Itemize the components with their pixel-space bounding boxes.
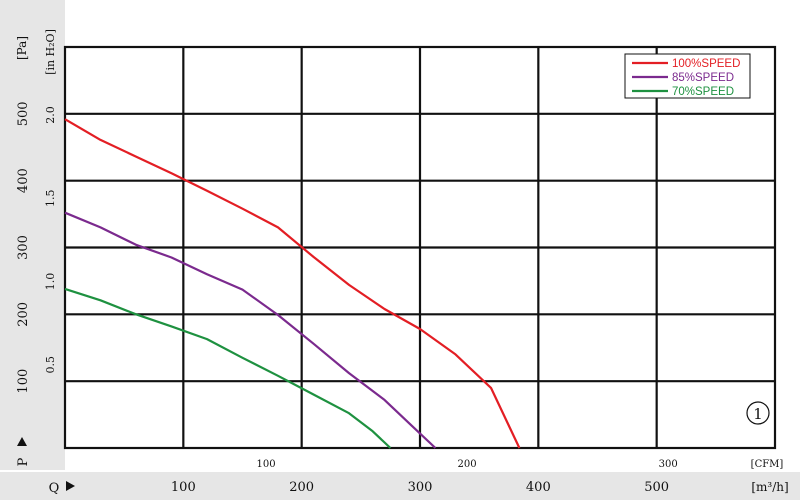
series-line [64,287,392,449]
pa-axis-label: [Pa] [15,36,29,60]
inh2o-ticks: 0.5 1.0 1.5 2.0 [44,106,57,373]
m3h-ticks: 100 200 300 400 500 [171,480,669,495]
cfm-tick-label: 100 [257,459,276,470]
bottom-axis-band [0,472,800,500]
m3h-tick-label: 500 [644,480,669,495]
q-axis-arrow-icon [66,481,75,491]
cfm-axis-label: [CFM] [751,459,784,470]
pa-tick-label: 300 [16,235,31,260]
inh2o-tick-label: 1.5 [44,190,57,208]
pa-tick-label: 400 [16,168,31,193]
pa-tick-label: 200 [16,302,31,327]
legend-entry: 70%SPEED [672,86,734,98]
p-axis-symbol: P [16,457,31,466]
legend: 100%SPEED 85%SPEED 70%SPEED [624,53,751,99]
inh2o-tick-label: 2.0 [44,106,57,124]
series-line [64,211,437,449]
pa-tick-label: 500 [16,101,31,126]
m3h-tick-label: 200 [289,480,314,495]
p-axis-arrow-icon [17,437,27,446]
inh2o-axis-label: [in H₂O] [44,29,57,75]
series-line [64,118,521,449]
curve-number-badge: 1 [746,401,770,425]
left-axis-band [0,0,65,470]
grid [63,45,777,450]
legend-entry: 85%SPEED [672,72,734,84]
m3h-axis-label: [m³/h] [751,480,788,494]
inh2o-tick-label: 1.0 [44,273,57,291]
legend-entry: 100%SPEED [672,58,740,70]
cfm-tick-label: 200 [458,459,477,470]
m3h-tick-label: 400 [526,480,551,495]
m3h-tick-label: 100 [171,480,196,495]
cfm-tick-label: 300 [659,459,678,470]
pa-tick-label: 100 [16,369,31,394]
curves [64,118,521,449]
pa-ticks: 100 200 300 400 500 [16,101,31,393]
m3h-tick-label: 300 [408,480,433,495]
curve-number: 1 [753,405,763,423]
cfm-ticks: 100 200 300 [257,459,678,470]
q-axis-symbol: Q [49,481,60,496]
inh2o-tick-label: 0.5 [44,356,57,374]
